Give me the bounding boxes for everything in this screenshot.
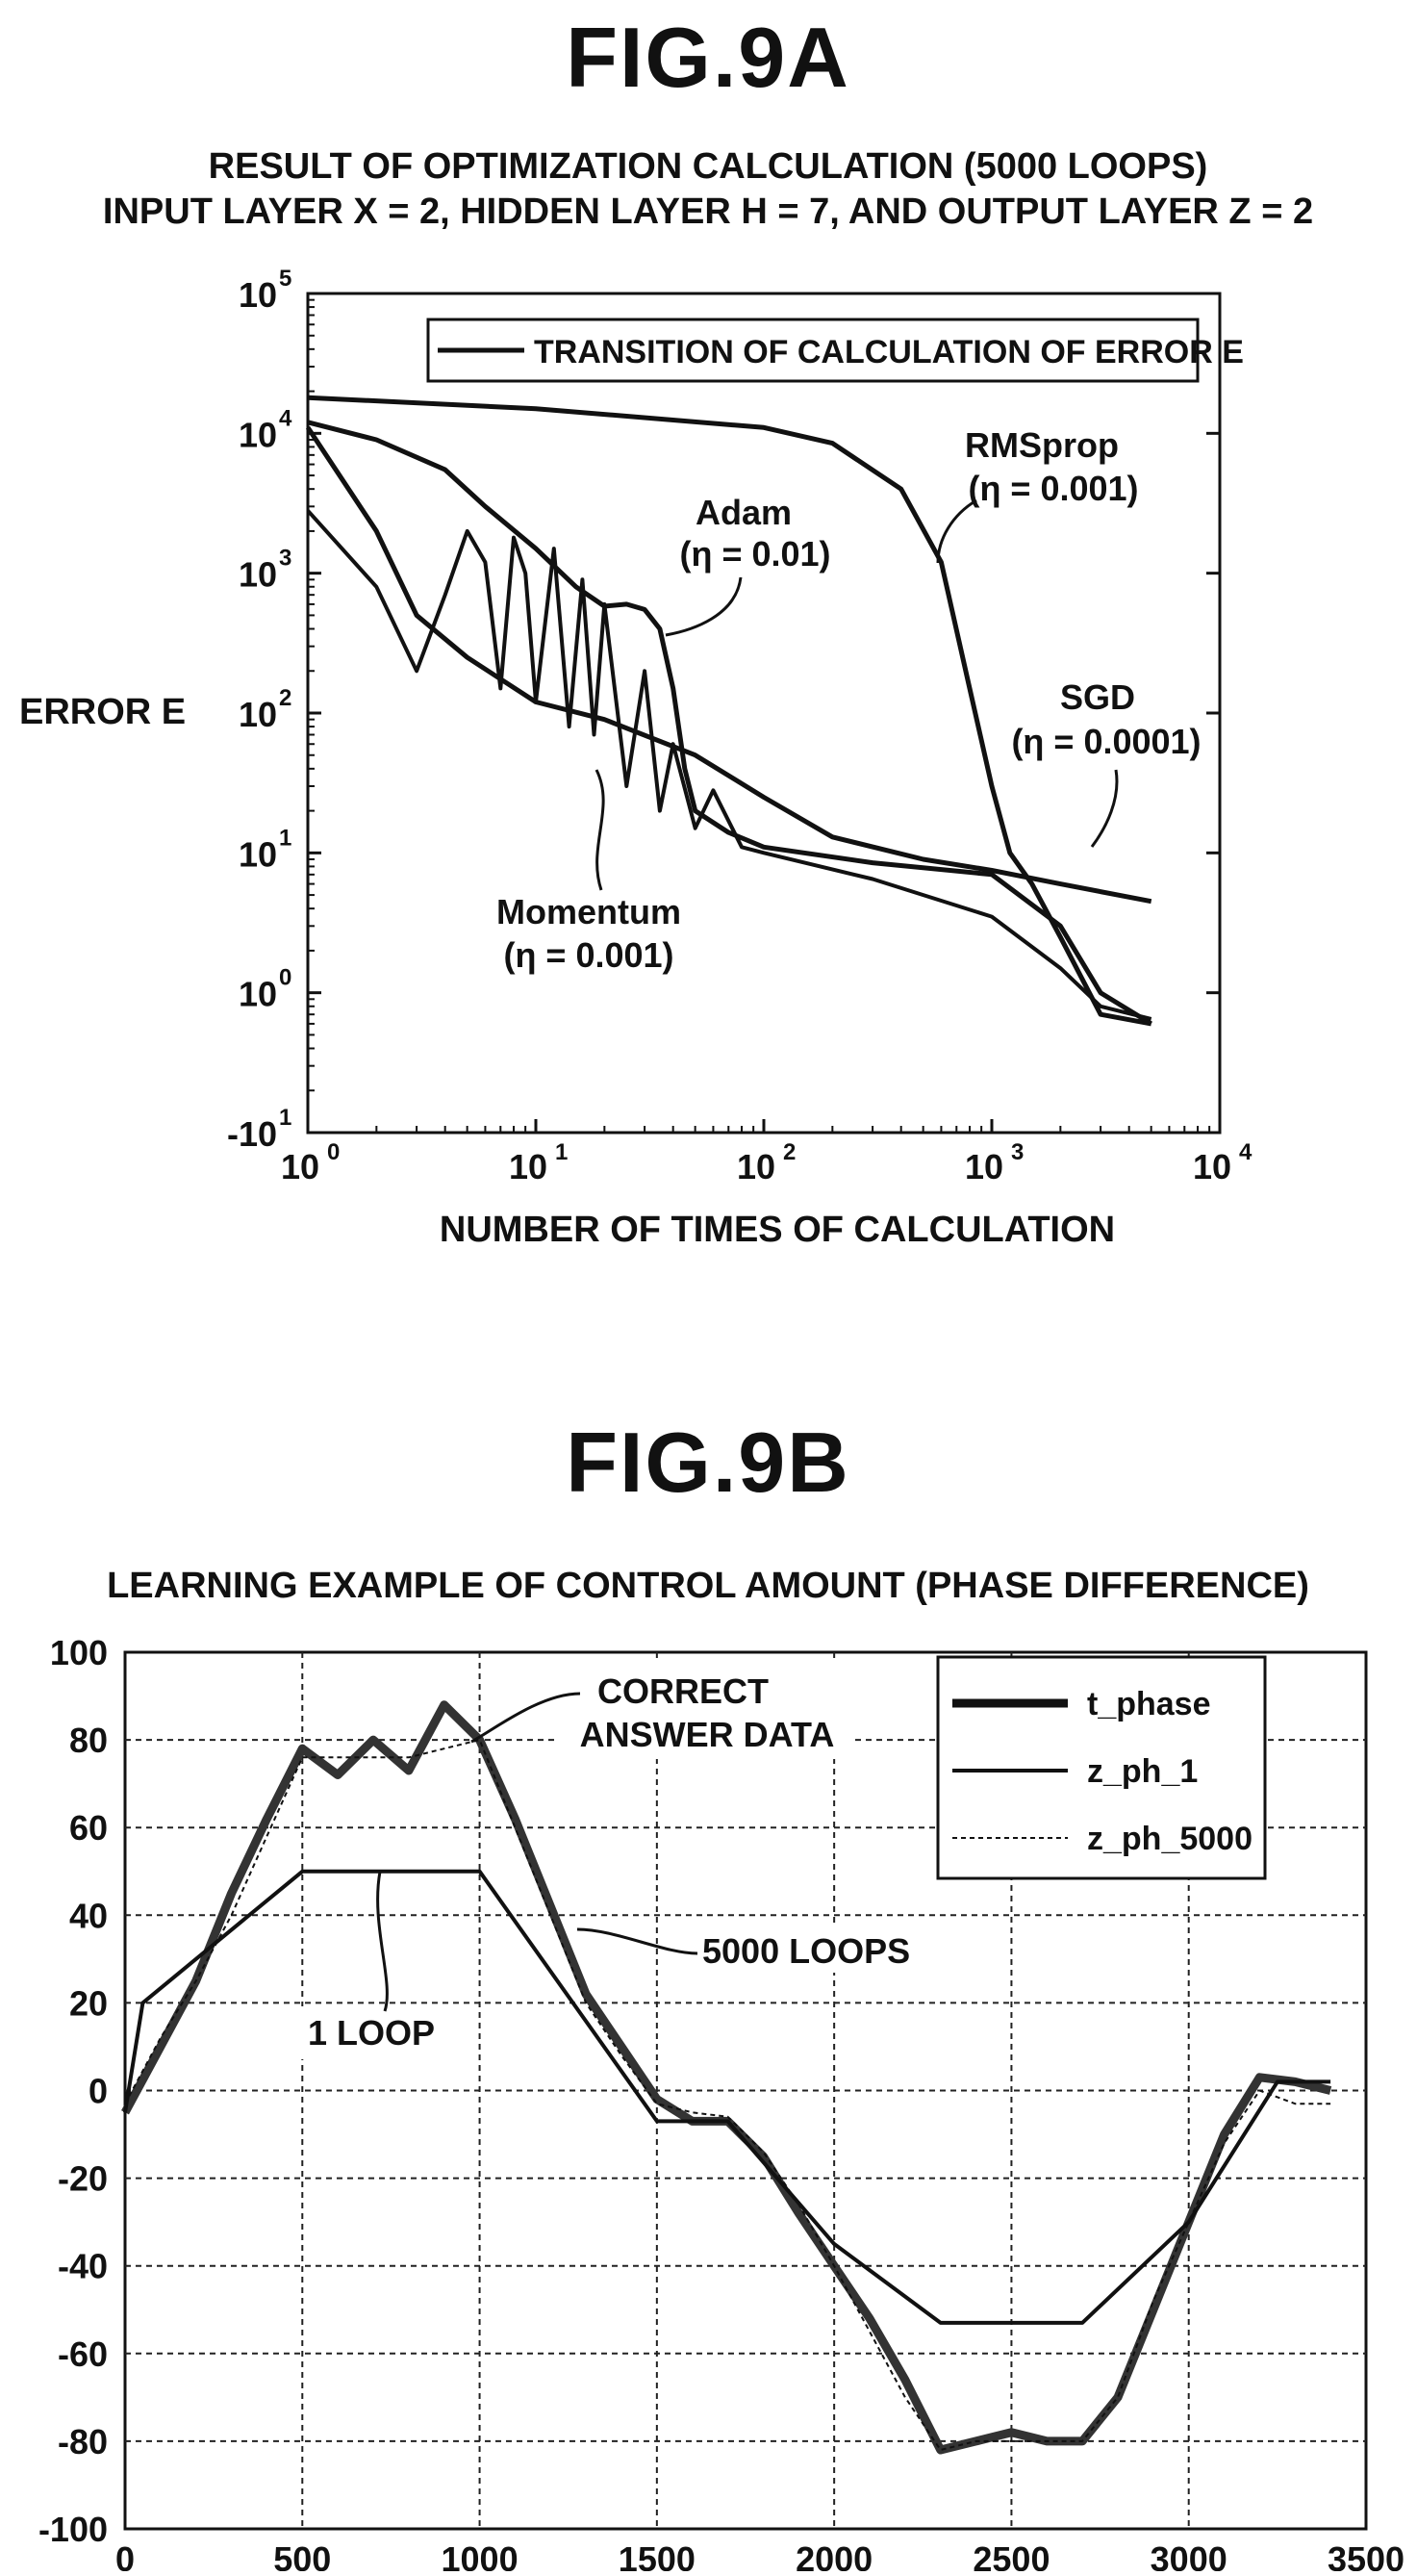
y-tick-label: 10 [239, 415, 277, 454]
y-tick-label: 10 [239, 555, 277, 595]
y-tick-label: 10 [239, 975, 277, 1014]
annot-rmsprop-eta: (η = 0.001) [968, 469, 1138, 508]
x-tick-label: 1000 [442, 2539, 519, 2571]
series-line-z-ph-5000 [124, 1739, 1331, 2451]
y-tick-label: 100 [50, 1633, 108, 1672]
annot-rmsprop: RMSprop [965, 425, 1119, 465]
chart-a-legend: TRANSITION OF CALCULATION OF ERROR E [426, 318, 1244, 383]
y-tick-exponent: 5 [279, 266, 291, 292]
x-tick-label: 3000 [1151, 2539, 1227, 2571]
y-tick-label: 20 [69, 1983, 108, 2023]
x-tick-label: 10 [281, 1147, 319, 1186]
x-tick-exponent: 1 [555, 1139, 568, 1165]
annot-correct: CORRECT [597, 1671, 769, 1711]
series-line-z-ph-1 [123, 1869, 1331, 2325]
annot-momentum-leader [595, 769, 605, 891]
fig-9a-subtitle-1: RESULT OF OPTIMIZATION CALCULATION (5000… [209, 146, 1208, 187]
y-tick-label: 80 [69, 1721, 108, 1760]
x-tick-label: 500 [273, 2539, 331, 2571]
x-tick-label: 0 [115, 2539, 135, 2571]
x-tick-label: 10 [965, 1147, 1003, 1186]
x-tick-label: 10 [1193, 1147, 1231, 1186]
annot-rmsprop-leader [936, 498, 977, 564]
x-tick-label: 10 [509, 1147, 547, 1186]
x-tick-label: 2500 [973, 2539, 1050, 2571]
y-tick-label: -20 [58, 2159, 108, 2199]
y-tick-label: 0 [89, 2072, 108, 2111]
y-tick-label: -60 [58, 2334, 108, 2374]
annot-5000-loops: 5000 LOOPS [702, 1931, 910, 1971]
annot-5000-loops-leader [576, 1927, 698, 1955]
annot-sgd-eta: (η = 0.0001) [1011, 722, 1201, 761]
y-tick-label: -80 [58, 2422, 108, 2461]
series-line-momentum [306, 509, 1152, 1021]
y-tick-label: 10 [239, 834, 277, 874]
y-tick-label: -40 [58, 2247, 108, 2286]
annot-sgd: SGD [1060, 677, 1135, 717]
annot-momentum: Momentum [496, 892, 681, 931]
x-tick-label: 10 [737, 1147, 775, 1186]
series-line-sgd [305, 425, 1152, 905]
y-tick-label: 60 [69, 1808, 108, 1848]
legend-label-t-phase: t_phase [1087, 1686, 1211, 1722]
chart-a-ylabel: ERROR E [19, 692, 186, 732]
y-tick-label: -10 [227, 1114, 277, 1154]
y-tick-exponent: 1 [279, 825, 291, 851]
x-tick-label: 3500 [1328, 2539, 1404, 2571]
y-tick-label: 10 [239, 695, 277, 734]
y-tick-exponent: 3 [279, 546, 291, 572]
annot-momentum-eta: (η = 0.001) [503, 935, 673, 975]
y-tick-label: -100 [38, 2510, 108, 2549]
fig-9b-title: FIG.9B [566, 1415, 850, 1510]
annot-adam-leader [665, 576, 743, 637]
chart-a: 10 0 10 1 10 2 10 3 10 4-10 110 010 110 210 310 410 5 [227, 266, 1253, 1186]
x-tick-label: 1500 [619, 2539, 696, 2571]
y-tick-exponent: 4 [279, 405, 292, 431]
chart-b-legend: t_phase z_ph_1 z_ph_5000 [936, 1655, 1267, 1880]
y-tick-exponent: 1 [279, 1105, 291, 1131]
fig-9a-subtitle-2: INPUT LAYER X = 2, HIDDEN LAYER H = 7, A… [103, 191, 1313, 232]
fig-9a-title: FIG.9A [566, 10, 850, 105]
annot-adam: Adam [696, 493, 792, 532]
y-tick-label: 40 [69, 1896, 108, 1935]
chart-a-xlabel: NUMBER OF TIMES OF CALCULATION [440, 1210, 1115, 1250]
series-line-rmsprop [307, 395, 1152, 1027]
y-tick-label: 10 [239, 275, 277, 315]
fig-9b-subtitle: LEARNING EXAMPLE OF CONTROL AMOUNT (PHAS… [107, 1566, 1309, 1606]
x-tick-exponent: 2 [783, 1139, 796, 1165]
annot-1-loop-leader [376, 1871, 389, 2012]
x-tick-exponent: 3 [1011, 1139, 1024, 1165]
y-tick-exponent: 0 [279, 965, 291, 991]
legend-label-z-ph-1: z_ph_1 [1087, 1753, 1198, 1790]
annot-correct-leader [470, 1692, 581, 1744]
legend-label-z-ph-5000: z_ph_5000 [1087, 1821, 1253, 1857]
annot-answer-data: ANSWER DATA [580, 1715, 835, 1754]
series-line-adam [307, 420, 1153, 1027]
x-tick-exponent: 4 [1239, 1139, 1253, 1165]
annot-adam-eta: (η = 0.01) [679, 534, 830, 574]
annot-sgd-leader [1090, 769, 1119, 848]
legend-label-a: TRANSITION OF CALCULATION OF ERROR E [534, 334, 1244, 370]
x-tick-label: 2000 [796, 2539, 873, 2571]
y-tick-exponent: 2 [279, 685, 291, 711]
annot-1-loop: 1 LOOP [308, 2013, 435, 2053]
x-tick-exponent: 0 [327, 1139, 340, 1165]
